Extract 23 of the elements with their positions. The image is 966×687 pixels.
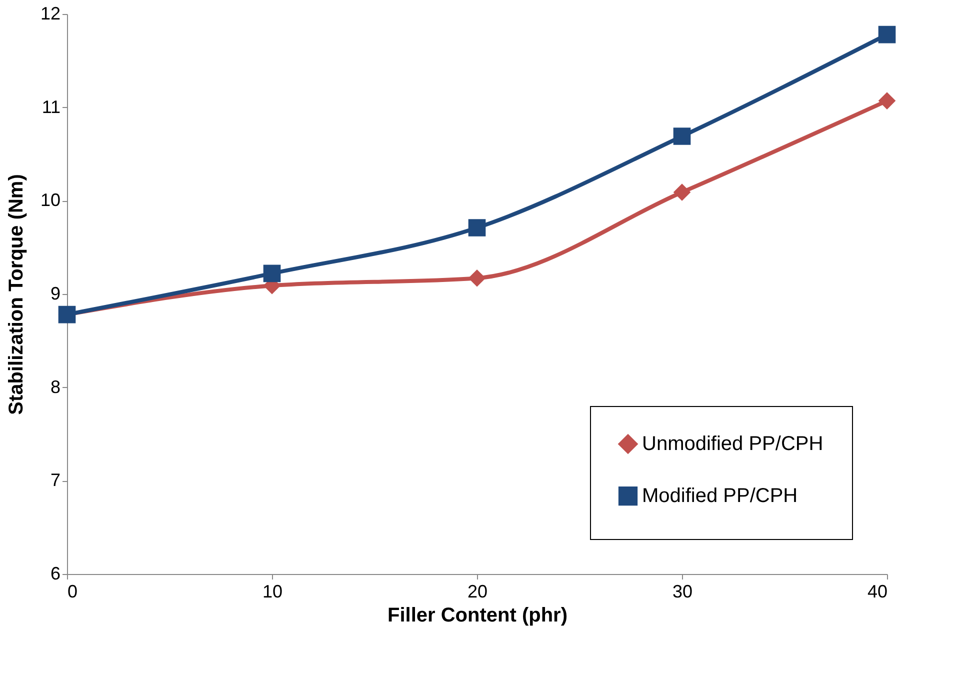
point xyxy=(673,184,691,201)
y-tick-label: 11 xyxy=(42,96,60,117)
point xyxy=(468,269,486,287)
x-tick-label: 0 xyxy=(68,582,78,602)
y-tick-label: 9 xyxy=(50,284,60,304)
y-tick-label: 8 xyxy=(50,376,60,397)
legend-label: Unmodified PP/CPH xyxy=(642,433,824,455)
point xyxy=(263,264,281,282)
point xyxy=(673,128,691,145)
y-tick-label: 7 xyxy=(50,470,60,490)
point xyxy=(878,26,896,44)
x-axis-title: Filler Content (phr) xyxy=(388,604,568,626)
x-tick-label: 40 xyxy=(867,582,888,602)
point xyxy=(468,219,486,236)
point xyxy=(878,92,896,110)
legend-label: Modified PP/CPH xyxy=(642,485,798,507)
x-tick-label: 10 xyxy=(262,582,283,602)
y-tick-label: 10 xyxy=(40,190,60,210)
x-tick-label: 30 xyxy=(672,582,693,602)
y-tick-label: 12 xyxy=(40,4,60,24)
y-axis-title: Stabilization Torque (Nm) xyxy=(5,174,28,415)
x-tick-label: 20 xyxy=(467,582,488,602)
y-tick-label: 6 xyxy=(50,564,60,584)
